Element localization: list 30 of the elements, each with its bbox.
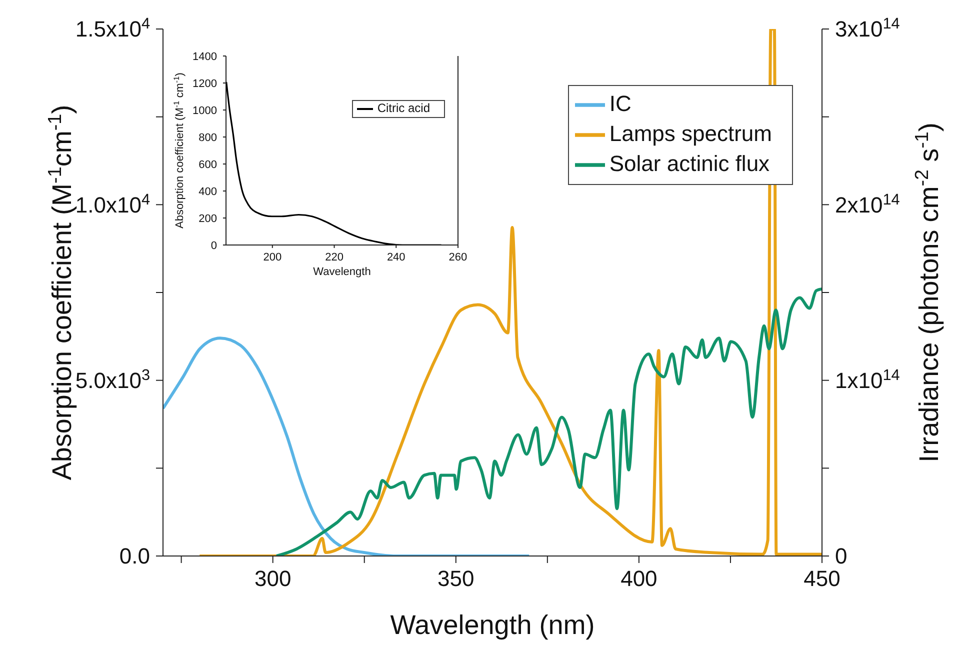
y-tick-label: 1400 [192,50,217,63]
y-tick-label: 0 [210,240,217,252]
x-tick-label: 240 [386,251,406,264]
y-tick-label: 400 [198,186,217,198]
line-series [163,336,531,556]
y2-tick-label: 2x10$^{14}$ [835,190,900,218]
y-tick-label: 200 [198,212,217,225]
x-axis-title: Wavelength (nm) [390,610,595,640]
y-tick-label: 800 [198,132,217,144]
legend-label: Lamps spectrum [609,120,772,146]
x-tick-label: 220 [325,251,344,264]
x-tick-label: 200 [263,251,282,264]
legend-label: IC [609,90,632,116]
x-tick-label: 300 [254,566,292,591]
y-tick-label: 1000 [192,104,217,117]
y2-tick-label: 1x10$^{14}$ [835,366,900,394]
x-axis-title: Wavelength [313,266,371,278]
y-tick-label: 1200 [192,78,217,90]
legend-label: Citric acid [377,101,430,116]
x-tick-label: 400 [620,566,658,591]
line-series [226,81,442,245]
y-tick-label: 1.5x10$^{4}$ [75,15,150,42]
y-tick-label: 1.0x10$^{4}$ [75,190,150,218]
y-tick-label: 0.0 [119,544,150,569]
x-tick-label: 260 [448,251,468,264]
y-tick-label: 600 [198,158,217,171]
y-tick-label: 5.0x10$^{3}$ [75,366,150,394]
legend-label: Solar actinic flux [609,150,770,176]
y2-tick-label: 3x10$^{14}$ [835,15,900,42]
x-tick-label: 350 [438,566,474,591]
